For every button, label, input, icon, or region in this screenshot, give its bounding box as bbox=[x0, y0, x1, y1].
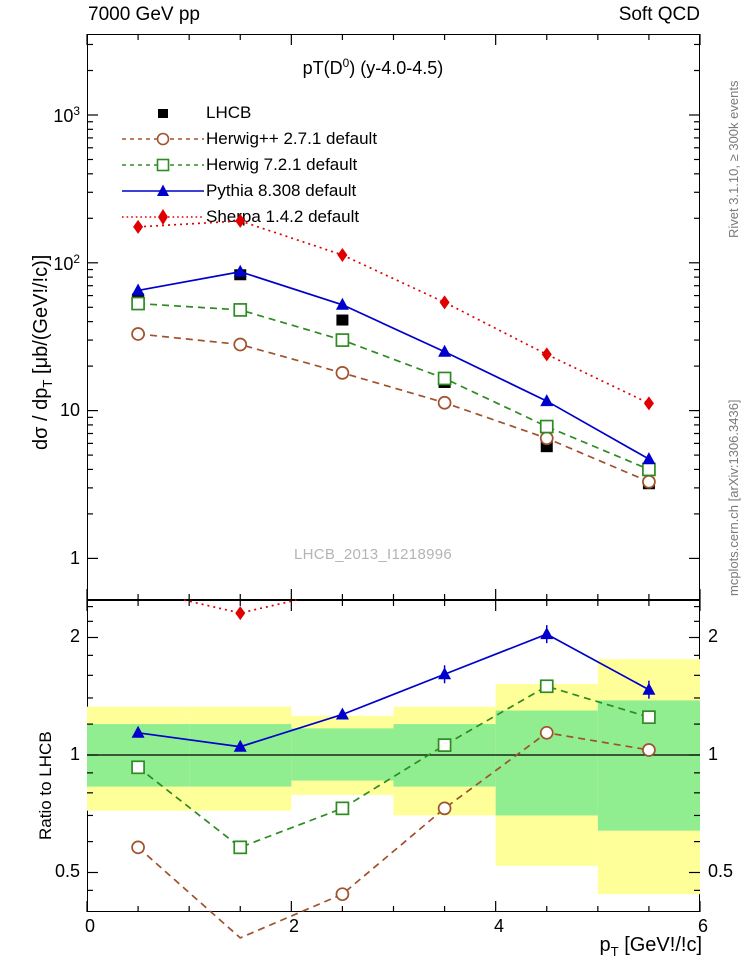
legend-key-herwigpp bbox=[122, 132, 204, 146]
y-tick-ratio-2-right: 2 bbox=[708, 626, 719, 646]
y-tick-ratio-1-left: 1 bbox=[69, 744, 80, 764]
y-tick-ratio-1-right: 1 bbox=[708, 744, 719, 764]
legend-key-herwig7 bbox=[122, 158, 204, 172]
y-tick-main-10: 10 bbox=[59, 400, 80, 420]
mcplots-source-note: mcplots.cern.ch [arXiv:1306.3436] bbox=[726, 399, 741, 596]
y-tick-ratio-05-left: 0.5 bbox=[54, 861, 80, 881]
legend-label-herwigpp: Herwig++ 2.7.1 default bbox=[206, 129, 378, 148]
x-axis-label: pT [GeV!/!c] bbox=[599, 934, 702, 959]
legend-label-lhcb: LHCB bbox=[206, 103, 252, 122]
plot-title: pT(D0) (y-4.0-4.5) bbox=[302, 56, 444, 78]
legend-label-sherpa: Sherpa 1.4.2 default bbox=[206, 207, 360, 226]
legend-item-sherpa: Sherpa 1.4.2 default bbox=[120, 204, 377, 230]
legend-item-pythia: Pythia 8.308 default bbox=[120, 178, 377, 204]
x-tick-6: 6 bbox=[697, 916, 708, 936]
y-tick-main-100: 102 bbox=[53, 252, 80, 274]
legend-label-pythia: Pythia 8.308 default bbox=[206, 181, 357, 200]
legend-key-pythia bbox=[122, 184, 204, 196]
y-tick-ratio-2-left: 2 bbox=[69, 626, 80, 646]
header-left: 7000 GeV pp bbox=[88, 4, 200, 25]
y-tick-ratio-05-right: 0.5 bbox=[708, 861, 734, 881]
legend-item-herwigpp: Herwig++ 2.7.1 default bbox=[120, 126, 377, 152]
legend-item-herwig7: Herwig 7.2.1 default bbox=[120, 152, 377, 178]
header-right: Soft QCD bbox=[618, 4, 700, 25]
ratio-panel-frame bbox=[87, 600, 700, 912]
y-tick-main-1: 1 bbox=[69, 548, 80, 568]
x-tick-4: 4 bbox=[493, 916, 504, 936]
y-tick-main-1000: 103 bbox=[53, 104, 80, 126]
legend: LHCB Herwig++ 2.7.1 default Herwig 7.2.1… bbox=[120, 100, 377, 230]
rivet-version-note: Rivet 3.1.10, ≥ 300k events bbox=[726, 80, 741, 238]
legend-item-lhcb: LHCB bbox=[120, 100, 377, 126]
analysis-watermark: LHCB_2013_I1218996 bbox=[293, 546, 453, 563]
legend-key-lhcb bbox=[158, 109, 168, 118]
x-tick-2: 2 bbox=[288, 916, 299, 936]
legend-label-herwig7: Herwig 7.2.1 default bbox=[206, 155, 358, 174]
legend-key-sherpa bbox=[122, 209, 204, 225]
x-tick-0: 0 bbox=[84, 916, 95, 936]
